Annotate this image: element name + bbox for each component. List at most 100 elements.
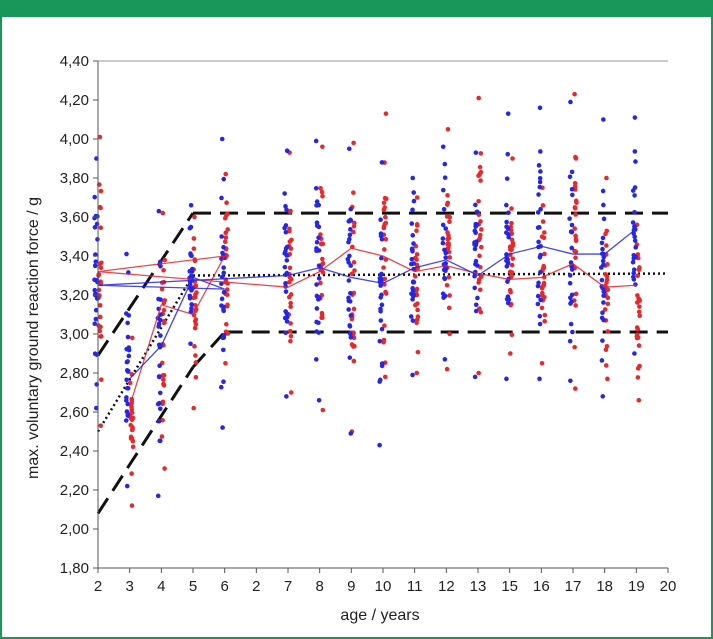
red-data-point (634, 333, 640, 339)
red-data-point (415, 349, 421, 355)
red-data-point (509, 332, 515, 338)
red-data-point (352, 268, 357, 273)
blue-data-point (348, 290, 353, 296)
blue-data-point (189, 302, 194, 307)
red-data-point (129, 503, 135, 508)
red-data-point (224, 322, 229, 327)
blue-data-point (601, 293, 606, 299)
red-data-point (223, 171, 229, 177)
blue-data-point (443, 255, 449, 260)
blue-data-point (348, 263, 354, 268)
blue-data-point (219, 274, 225, 280)
blue-data-point (379, 326, 385, 332)
red-data-point (603, 363, 609, 368)
blue-data-point (600, 310, 605, 316)
blue-data-point (377, 275, 383, 281)
blue-data-point (473, 262, 478, 267)
red-data-point (382, 276, 388, 282)
red-data-point (510, 256, 516, 261)
red-data-point (382, 247, 387, 252)
blue-data-point (568, 295, 573, 301)
red-data-point (415, 307, 420, 313)
blue-data-point (440, 236, 446, 241)
red-data-point (161, 318, 167, 324)
blue-data-point (125, 320, 130, 326)
red-data-point (477, 235, 483, 241)
x-tick-label: 10 (375, 578, 392, 595)
red-data-point (191, 236, 197, 241)
blue-data-point (440, 291, 446, 297)
red-data-point (637, 313, 642, 319)
red-data-point (320, 407, 326, 413)
blue-data-point (157, 259, 163, 265)
blue-data-point (347, 299, 353, 304)
blue-data-point (93, 316, 99, 322)
blue-data-point (599, 240, 605, 246)
red-data-point (128, 436, 134, 441)
red-data-point (97, 303, 103, 308)
red-data-point (635, 375, 641, 380)
blue-data-point (537, 376, 542, 382)
blue-data-point (535, 293, 541, 299)
blue-data-point (442, 161, 448, 167)
red-data-point (540, 284, 545, 289)
red-data-point (194, 290, 199, 295)
red-data-point (447, 331, 452, 337)
y-tick-label: 1,80 (60, 560, 89, 577)
blue-data-point (378, 318, 384, 323)
red-data-point (193, 360, 199, 365)
y-tick-label: 2,20 (60, 482, 89, 499)
red-data-point (288, 333, 294, 339)
red-data-point (161, 372, 167, 378)
red-data-point (352, 220, 357, 226)
blue-data-point (378, 217, 383, 223)
red-data-point (478, 178, 483, 183)
blue-data-point (410, 297, 415, 302)
blue-data-point (570, 192, 575, 198)
blue-data-point (632, 149, 638, 154)
red-data-point (477, 172, 482, 178)
red-data-point (542, 312, 548, 318)
blue-data-point (537, 105, 543, 111)
blue-data-point (221, 270, 227, 276)
blue-data-point (472, 240, 477, 245)
red-data-point (130, 444, 136, 450)
red-data-point (288, 246, 294, 251)
red-data-point (319, 310, 325, 316)
blue-data-point (346, 295, 351, 301)
blue-data-point (537, 179, 543, 185)
blue-data-point (92, 194, 97, 200)
red-data-point (127, 380, 133, 386)
red-data-point (97, 314, 103, 320)
red-data-point (288, 321, 293, 326)
blue-data-point (506, 210, 511, 216)
red-data-point (509, 270, 515, 275)
red-data-point (192, 302, 198, 308)
red-data-point (383, 291, 389, 296)
red-data-point (605, 301, 611, 307)
blue-data-point (537, 175, 543, 181)
red-data-point (444, 214, 450, 219)
blue-data-point (379, 302, 385, 308)
red-data-point (573, 238, 579, 244)
blue-data-point (124, 251, 129, 257)
blue-data-point (219, 296, 225, 302)
x-tick-label: 12 (438, 578, 455, 595)
red-data-point (381, 200, 387, 206)
x-tick-label: 17 (565, 578, 582, 595)
blue-data-point (123, 418, 129, 423)
red-data-point (96, 273, 101, 278)
blue-data-point (188, 224, 194, 230)
x-tick-label: 15 (501, 578, 518, 595)
red-data-point (382, 205, 387, 210)
red-data-point (572, 180, 578, 186)
red-data-point (510, 240, 516, 246)
red-data-point (447, 219, 452, 225)
blue-data-point (600, 246, 605, 252)
blue-data-point (221, 347, 226, 353)
blue-data-point (347, 146, 352, 152)
red-data-point (161, 300, 167, 306)
red-data-point (381, 337, 387, 343)
x-tick-label: 8 (315, 578, 323, 595)
blue-data-point (284, 148, 290, 153)
